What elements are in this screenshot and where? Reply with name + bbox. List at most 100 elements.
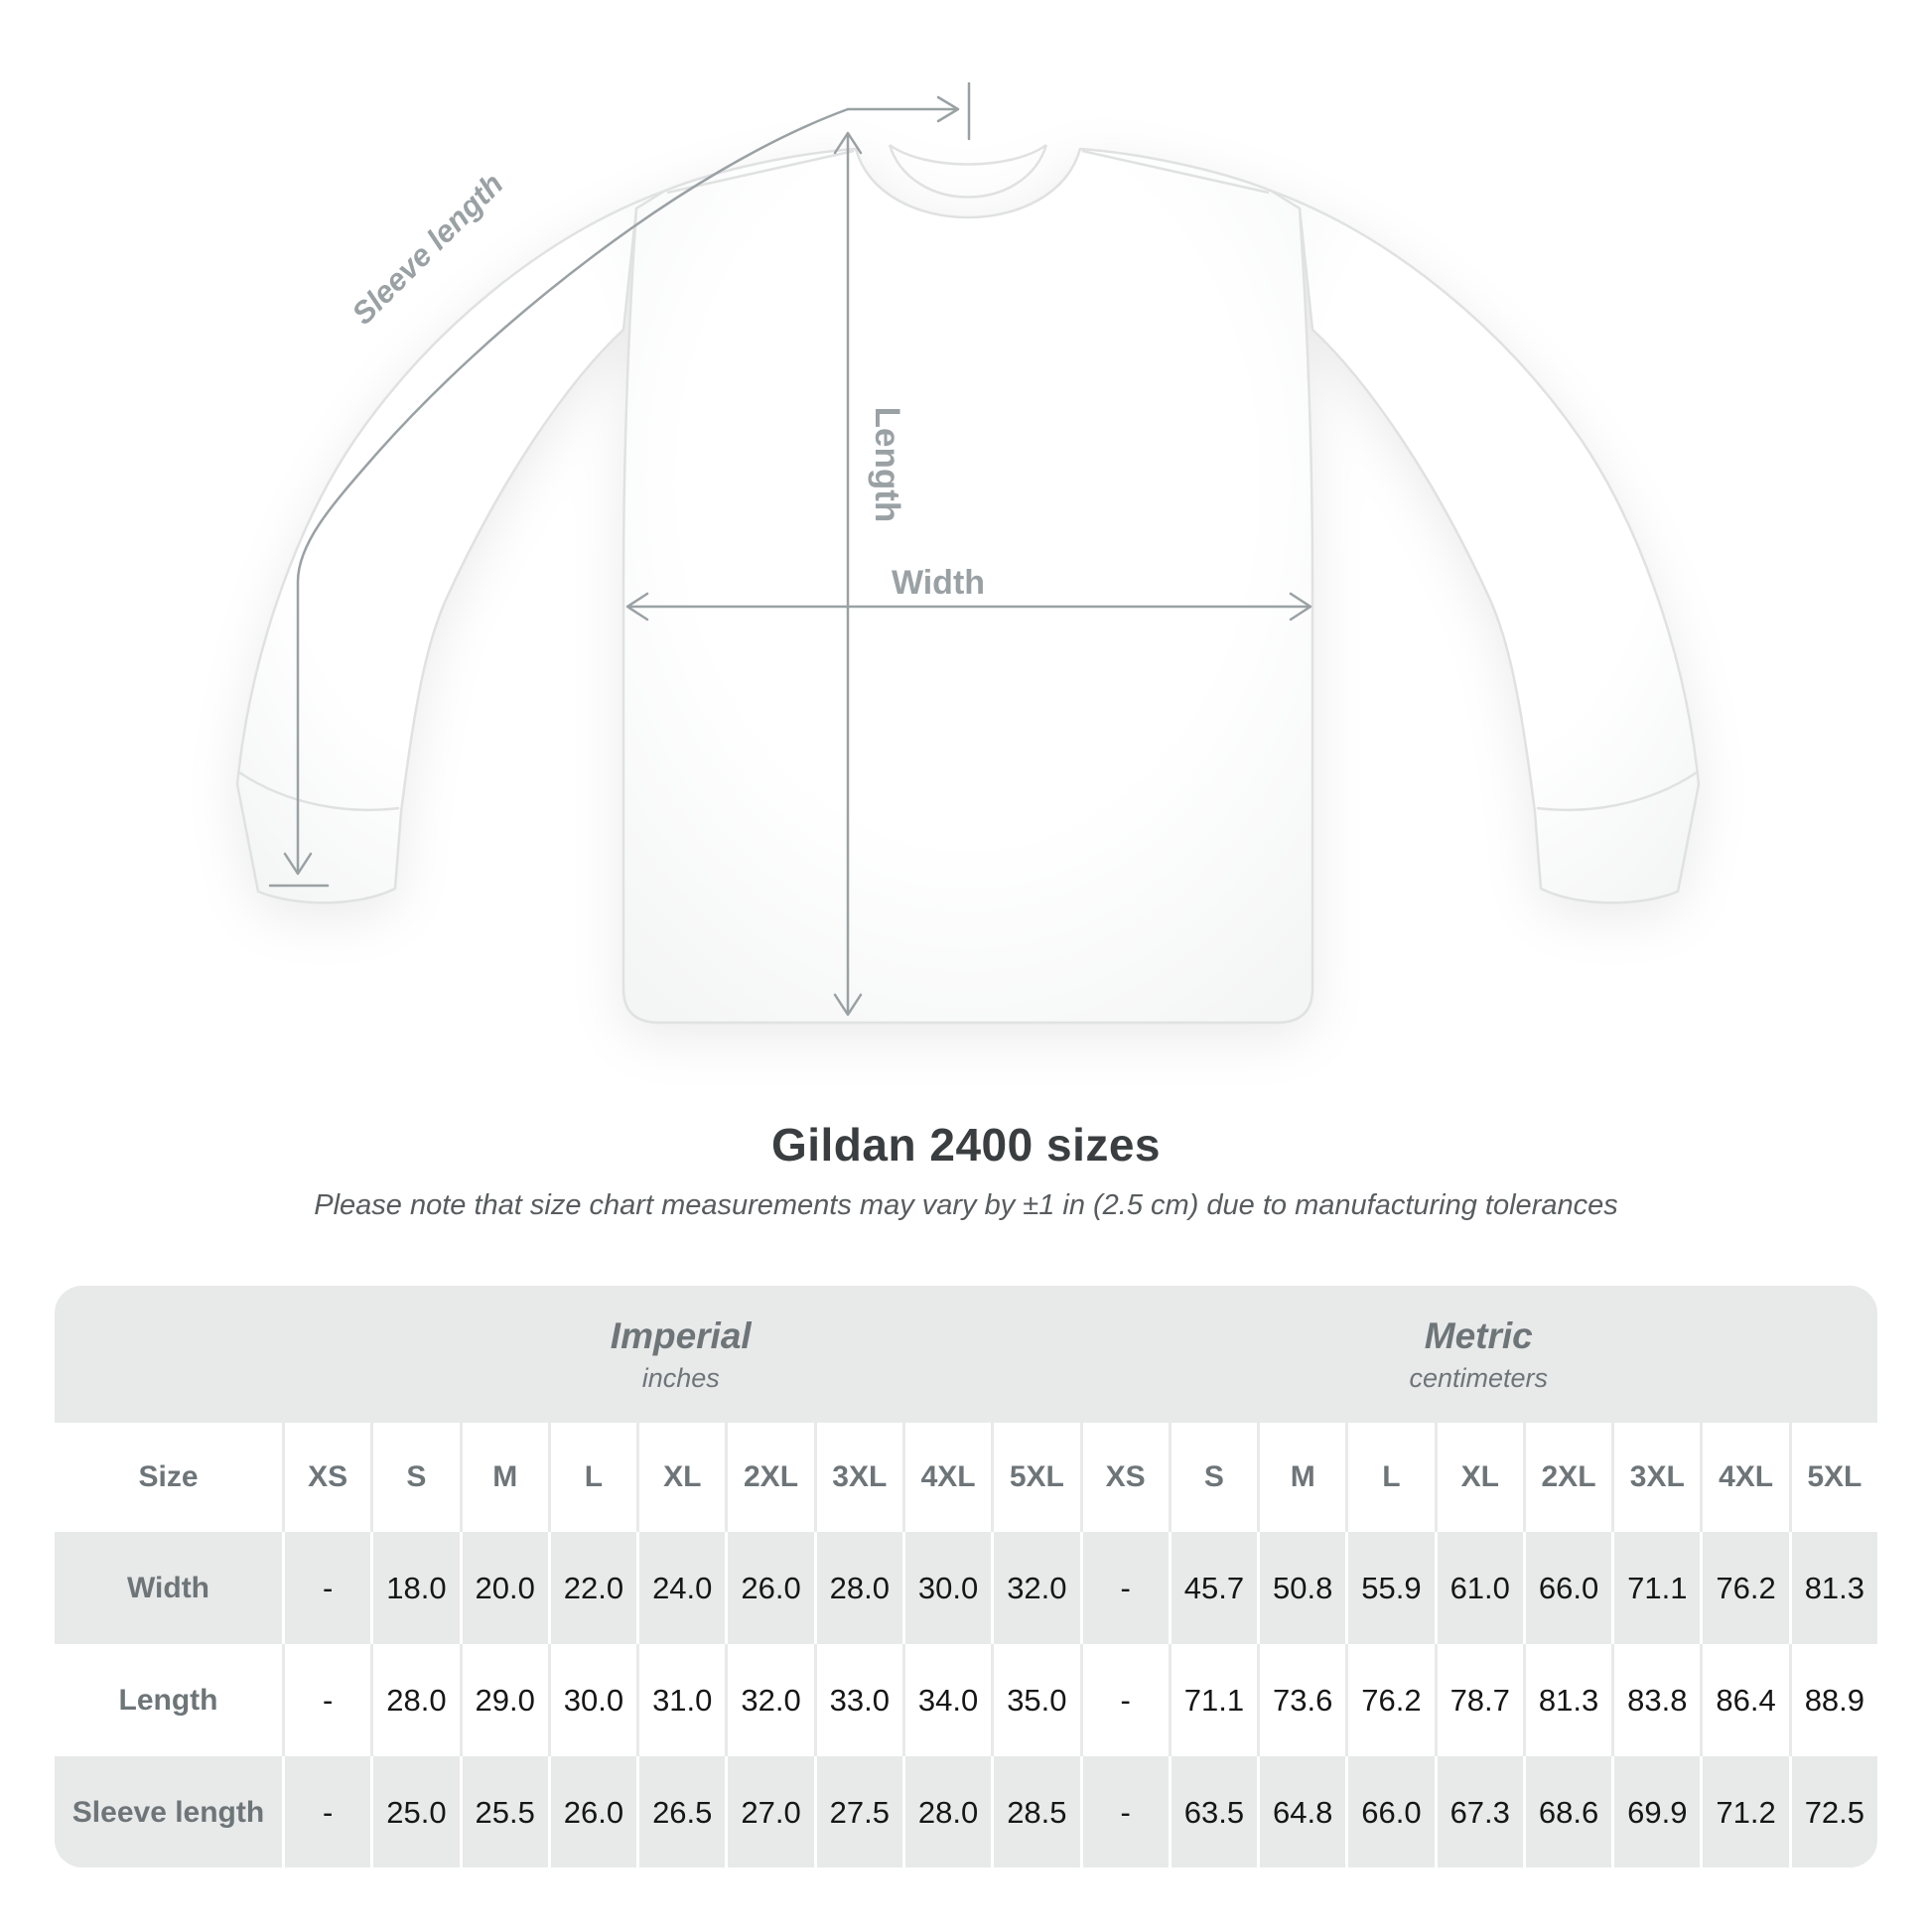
row-label: Width — [126, 1571, 210, 1604]
value-cell: 34.0 — [901, 1644, 991, 1756]
sleeve-length-measure-line — [296, 107, 850, 874]
metric-label: Metric — [1424, 1314, 1533, 1356]
value-cell: 76.2 — [1345, 1644, 1434, 1756]
value-cell: 30.0 — [901, 1532, 991, 1644]
value-cell: 71.1 — [1611, 1532, 1700, 1644]
size-column-header: L — [547, 1423, 636, 1532]
collar-inner-seam — [888, 144, 1048, 199]
length-arrowhead-bottom — [833, 993, 863, 1017]
value-cell: 33.0 — [813, 1644, 902, 1756]
size-column-header: L — [1345, 1423, 1434, 1532]
imperial-group-header: Imperial inches — [282, 1286, 1080, 1423]
value-cell: 24.0 — [636, 1532, 725, 1644]
value-cell: 81.3 — [1522, 1644, 1611, 1756]
width-label: Width — [892, 564, 985, 602]
size-column-header: 4XL — [901, 1423, 991, 1532]
table-row-sleeve-length: Sleeve length -25.0 25.5 26.0 26.5 27.0 27.5 28… — [55, 1756, 1877, 1867]
left-cuff-seam — [238, 770, 400, 812]
value-cell: 69.9 — [1611, 1756, 1700, 1867]
size-column-header: XS — [1079, 1423, 1169, 1532]
unit-group-header-row: Imperial inches Metric centimeters — [55, 1286, 1877, 1423]
value-cell: 67.3 — [1434, 1756, 1523, 1867]
size-column-header: 3XL — [813, 1423, 902, 1532]
value-cell: 32.0 — [991, 1532, 1079, 1644]
length-arrowhead-top — [833, 131, 863, 155]
value-cell: 27.5 — [813, 1756, 902, 1867]
value-cell: 73.6 — [1257, 1644, 1345, 1756]
value-cell: 32.0 — [725, 1644, 813, 1756]
value-cell: 26.0 — [725, 1532, 813, 1644]
shirt-left-sleeve — [235, 189, 667, 904]
tolerance-note: Please note that size chart measurements… — [314, 1189, 1618, 1221]
value-cell: - — [282, 1756, 370, 1867]
table-row-length: Length -28.0 29.0 30.0 31.0 32.0 33.0 34.0 35.0-… — [55, 1644, 1877, 1756]
length-label: Length — [868, 407, 906, 523]
size-header-row: Size XS S M L XL 2XL 3XL 4XL 5XL XS S M L XL 2XL 3XL 4XL 5… — [55, 1423, 1877, 1532]
value-cell: 45.7 — [1168, 1532, 1257, 1644]
size-column-header: 5XL — [1788, 1423, 1877, 1532]
collar-back-seam — [889, 143, 1047, 166]
value-cell: 78.7 — [1434, 1644, 1523, 1756]
band-corner-cell — [55, 1286, 282, 1423]
value-cell: 61.0 — [1434, 1532, 1523, 1644]
top-measure-arrowhead — [936, 95, 960, 123]
value-cell: 29.0 — [459, 1644, 548, 1756]
value-cell: 25.5 — [459, 1756, 548, 1867]
shirt-diagram-svg: Sleeve length Length Width — [235, 81, 1701, 1025]
value-cell: 68.6 — [1522, 1756, 1611, 1867]
value-cell: 71.1 — [1168, 1644, 1257, 1756]
value-cell: 66.0 — [1522, 1532, 1611, 1644]
value-cell: 26.5 — [636, 1756, 725, 1867]
sleeve-length-arrowhead — [283, 852, 313, 876]
size-column-header: XS — [282, 1423, 370, 1532]
left-shoulder-seam — [666, 149, 855, 195]
value-cell: 28.5 — [991, 1756, 1079, 1867]
size-column-header: XL — [636, 1423, 725, 1532]
value-cell: 22.0 — [547, 1532, 636, 1644]
value-cell: 30.0 — [547, 1644, 636, 1756]
size-table: Imperial inches Metric centimeters Size X… — [55, 1286, 1877, 1867]
value-cell: 28.0 — [370, 1644, 459, 1756]
value-cell: 55.9 — [1345, 1532, 1434, 1644]
metric-sublabel: centimeters — [1409, 1362, 1549, 1393]
row-label: Sleeve length — [71, 1795, 265, 1829]
metric-group-header: Metric centimeters — [1080, 1286, 1878, 1423]
long-sleeve-shirt-illustration — [235, 143, 1701, 1025]
value-cell: 26.0 — [547, 1756, 636, 1867]
value-cell: 35.0 — [991, 1644, 1079, 1756]
value-cell: 76.2 — [1700, 1532, 1788, 1644]
size-column-header: M — [1257, 1423, 1345, 1532]
value-cell: - — [1079, 1532, 1169, 1644]
width-arrowhead-right — [1289, 592, 1312, 621]
size-column-header: 5XL — [991, 1423, 1079, 1532]
shirt-right-sleeve — [1269, 189, 1701, 904]
value-cell: 25.0 — [370, 1756, 459, 1867]
row-label: Length — [118, 1683, 218, 1717]
value-cell: 64.8 — [1257, 1756, 1345, 1867]
imperial-label: Imperial — [610, 1314, 752, 1356]
value-cell: 71.2 — [1700, 1756, 1788, 1867]
value-cell: - — [1079, 1756, 1169, 1867]
value-cell: 66.0 — [1345, 1756, 1434, 1867]
value-cell: - — [282, 1532, 370, 1644]
value-cell: 20.0 — [459, 1532, 548, 1644]
shirt-body — [621, 147, 1314, 1025]
size-column-header: S — [1168, 1423, 1257, 1532]
size-column-header: 2XL — [725, 1423, 813, 1532]
value-cell: 81.3 — [1788, 1532, 1877, 1644]
page-title: Gildan 2400 sizes — [770, 1119, 1162, 1171]
value-cell: 63.5 — [1168, 1756, 1257, 1867]
value-cell: 18.0 — [370, 1532, 459, 1644]
table-row-width: Width -18.0 20.0 22.0 24.0 26.0 28.0 30.0 32.0-4… — [55, 1532, 1877, 1644]
value-cell: 50.8 — [1257, 1532, 1345, 1644]
right-shoulder-seam — [1081, 149, 1270, 195]
shirt-measurement-diagram: Sleeve length Length Width — [235, 81, 1701, 1025]
size-column-header: S — [370, 1423, 459, 1532]
value-cell: 88.9 — [1788, 1644, 1877, 1756]
size-column-header: 3XL — [1611, 1423, 1700, 1532]
value-cell: 28.0 — [813, 1532, 902, 1644]
width-arrowhead-left — [625, 592, 649, 621]
size-column-header: 4XL — [1700, 1423, 1788, 1532]
right-cuff-seam — [1536, 770, 1698, 812]
